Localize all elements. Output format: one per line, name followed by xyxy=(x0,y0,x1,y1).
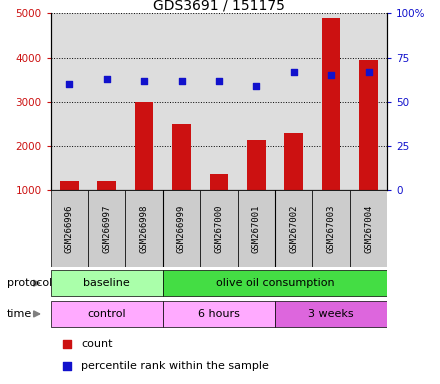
Bar xyxy=(275,301,387,327)
Bar xyxy=(163,270,387,296)
Bar xyxy=(350,190,387,267)
Point xyxy=(64,363,71,369)
Bar xyxy=(60,181,79,190)
Text: percentile rank within the sample: percentile rank within the sample xyxy=(81,361,269,371)
Text: baseline: baseline xyxy=(83,278,130,288)
Bar xyxy=(51,270,163,296)
Text: GSM266997: GSM266997 xyxy=(102,204,111,253)
Bar xyxy=(238,190,275,267)
Point xyxy=(253,83,260,89)
Text: GSM267000: GSM267000 xyxy=(214,204,224,253)
Bar xyxy=(88,190,125,267)
Point xyxy=(178,78,185,84)
Bar xyxy=(135,102,154,190)
Bar xyxy=(284,132,303,190)
Text: GSM266998: GSM266998 xyxy=(139,204,149,253)
Point xyxy=(365,69,372,75)
Bar xyxy=(163,301,275,327)
Text: 3 weeks: 3 weeks xyxy=(308,309,354,319)
Bar xyxy=(51,190,88,267)
Text: GSM266999: GSM266999 xyxy=(177,204,186,253)
Point xyxy=(327,72,335,78)
Bar xyxy=(312,190,350,267)
Text: GSM267001: GSM267001 xyxy=(252,204,261,253)
Point xyxy=(290,69,297,75)
Point xyxy=(141,78,148,84)
Text: count: count xyxy=(81,339,112,349)
Bar xyxy=(97,181,116,190)
Text: GSM267002: GSM267002 xyxy=(289,204,298,253)
Text: 6 hours: 6 hours xyxy=(198,309,240,319)
Bar xyxy=(209,174,228,190)
Bar xyxy=(125,190,163,267)
Text: GSM267004: GSM267004 xyxy=(364,204,373,253)
Text: protocol: protocol xyxy=(7,278,52,288)
Bar xyxy=(322,18,341,190)
Point xyxy=(64,341,71,347)
Text: GSM267003: GSM267003 xyxy=(326,204,336,253)
Text: GSM266996: GSM266996 xyxy=(65,204,74,253)
Bar xyxy=(172,124,191,190)
Bar xyxy=(275,190,312,267)
Text: olive oil consumption: olive oil consumption xyxy=(216,278,334,288)
Point xyxy=(66,81,73,87)
Point xyxy=(216,78,222,84)
Bar xyxy=(51,301,163,327)
Text: control: control xyxy=(88,309,126,319)
Point xyxy=(103,76,110,82)
Bar xyxy=(359,60,378,190)
Bar xyxy=(163,190,200,267)
Bar xyxy=(200,190,238,267)
Text: time: time xyxy=(7,309,32,319)
Title: GDS3691 / 151175: GDS3691 / 151175 xyxy=(153,0,285,12)
Bar xyxy=(247,140,266,190)
